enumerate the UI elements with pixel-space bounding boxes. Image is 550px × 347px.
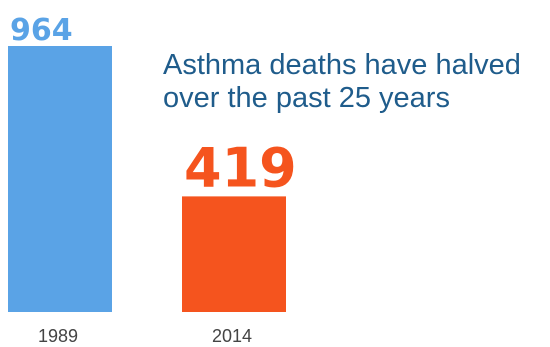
title-line-2: over the past 25 years [163,82,450,114]
bar-1989 [8,46,112,312]
tick-label-1989: 1989 [38,326,78,346]
chart-title: Asthma deaths have halved over the past … [163,49,521,114]
value-label-1989: 964 [10,13,73,48]
bar-2014 [182,196,286,312]
x-axis-tick-labels: 1989 2014 [38,326,252,346]
bars [8,46,286,312]
title-line-1: Asthma deaths have halved [163,49,521,81]
tick-label-2014: 2014 [212,326,252,346]
value-labels: 964 419 [10,13,297,199]
value-label-2014: 419 [184,136,297,199]
